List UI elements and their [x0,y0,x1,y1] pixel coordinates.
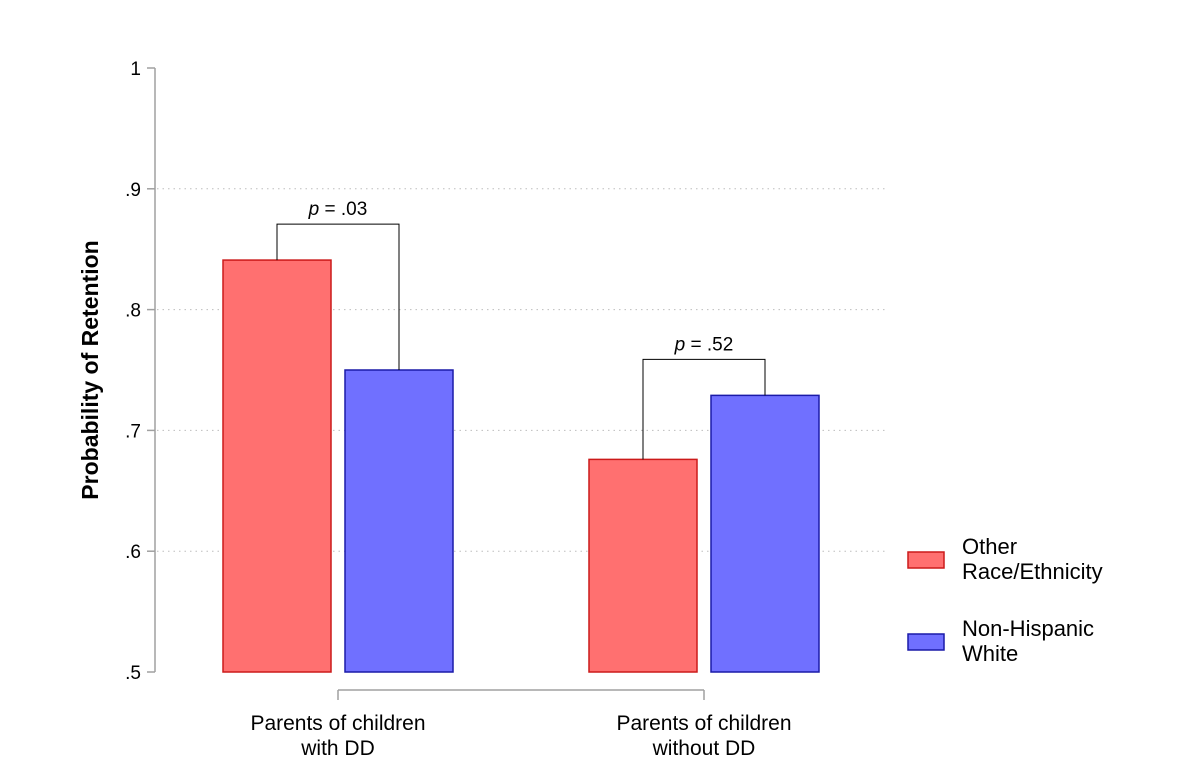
p-value-symbol: p [674,334,686,355]
legend-label-line: Non-Hispanic [962,616,1094,641]
y-tick-label: .5 [125,663,141,684]
bar [588,458,698,673]
y-tick-label: .7 [125,421,141,442]
y-tick-label: .6 [125,542,141,563]
legend-label: Non-Hispanic White [962,616,1094,666]
legend-swatch [907,633,945,651]
bars [222,259,820,673]
y-tick-label: .9 [125,180,141,201]
legend-label: Other Race/Ethnicity [962,534,1103,584]
significance-bracket [642,358,766,460]
p-value-text: = .52 [685,334,733,355]
legend-label-line: Other [962,534,1017,559]
bar [710,394,820,673]
legend-label-line: White [962,641,1018,666]
x-category-label-line: with DD [300,737,375,760]
legend: Other Race/Ethnicity Non-Hispanic White [907,534,1103,666]
y-axis-title: Probability of Retention [77,240,103,499]
p-value-symbol: p [308,199,320,220]
p-value-label: p = .52 [674,334,734,355]
significance-brackets: p = .03p = .52 [276,199,766,460]
bar [222,259,332,673]
legend-label-line: Race/Ethnicity [962,559,1103,584]
y-tick-label: .8 [125,301,141,322]
y-axis: .5 .6 .7 .8 .9 1 [125,59,156,684]
legend-swatch [907,551,945,569]
x-category-label-line: Parents of children [250,712,425,735]
x-category-label-line: Parents of children [616,712,791,735]
x-category-label-line: without DD [652,737,756,760]
p-value-text: = .03 [319,199,367,220]
significance-bracket [276,223,400,370]
p-value-label: p = .03 [308,199,368,220]
bar [344,369,454,673]
x-category-label: Parents of children without DD [616,712,791,760]
x-category-label: Parents of children with DD [250,712,425,760]
y-tick-label: 1 [130,59,141,80]
